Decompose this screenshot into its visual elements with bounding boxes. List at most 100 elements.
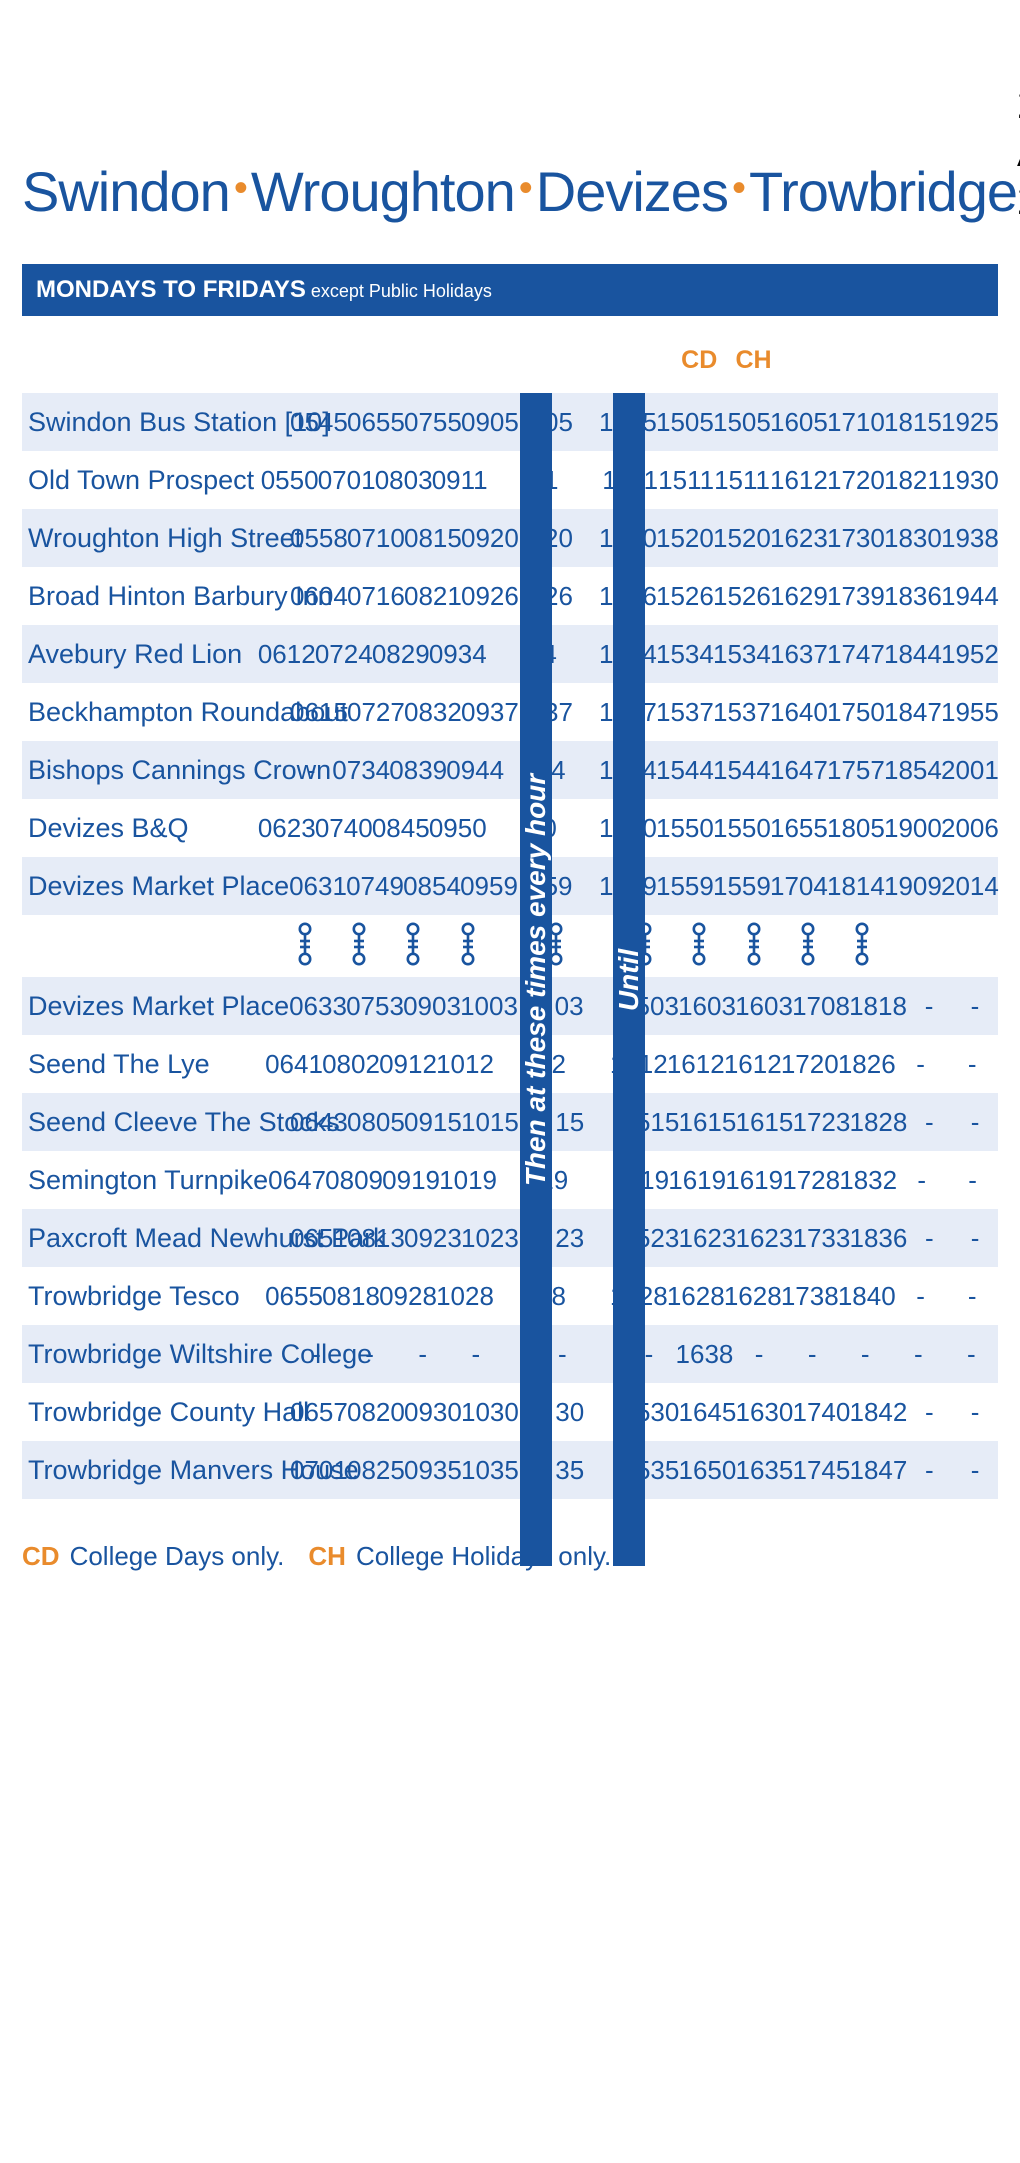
time-cell: 1704: [770, 871, 827, 902]
table-row: Old Town Prospect05500701080309111114111…: [22, 451, 998, 509]
time-cell: 0724: [315, 639, 372, 670]
interchange-icon: [403, 922, 423, 966]
time-cell: 0604: [290, 581, 347, 612]
interchange-icon-cell: [726, 922, 780, 971]
table-row: Semington Turnpike0647080909191019191519…: [22, 1151, 998, 1209]
time-cell: -: [907, 1223, 953, 1254]
route-title: Swindon•Wroughton•Devizes•Trowbridge: [22, 159, 1017, 224]
time-cell: 0820: [347, 1397, 404, 1428]
time-cell: 1854: [884, 755, 941, 786]
time-cell: 0755: [404, 407, 461, 438]
stop-label: Trowbridge Manvers House: [22, 1455, 290, 1486]
time-cell: 1814: [827, 871, 884, 902]
time-cell: 0647: [268, 1165, 325, 1196]
stop-label: Semington Turnpike: [22, 1165, 268, 1196]
time-cell: 1629: [770, 581, 827, 612]
time-cell: 0623: [258, 813, 315, 844]
time-cell: 0959: [460, 871, 517, 902]
time-cell: 1836: [884, 581, 941, 612]
time-cell: 1655: [770, 813, 827, 844]
time-cell: 0905: [461, 407, 518, 438]
table-row: Avebury Red Lion061207240829093434143415…: [22, 625, 998, 683]
time-cell: 1612: [770, 465, 827, 496]
time-cell: 0740: [315, 813, 372, 844]
table-row: Devizes Market Place06330753090310030315…: [22, 977, 998, 1035]
time-cell: 0903: [403, 991, 460, 1022]
time-cell: -: [946, 1281, 998, 1312]
time-cell: 0734: [332, 755, 389, 786]
time-cell: 1750: [827, 697, 884, 728]
time-cell: 0845: [372, 813, 429, 844]
time-cell: 0926: [461, 581, 518, 612]
time-cell: 1710: [827, 407, 884, 438]
time-cell: 1832: [839, 1165, 896, 1196]
table-row: Swindon Bus Station [10]0545065507550905…: [22, 393, 998, 451]
interchange-icon: [458, 922, 478, 966]
route-part: Swindon: [22, 160, 230, 223]
days-sub: except Public Holidays: [306, 281, 492, 301]
time-cell: 1544: [713, 755, 770, 786]
col-code: [332, 346, 386, 375]
time-cell: 0821: [404, 581, 461, 612]
stop-label: Seend The Lye: [22, 1049, 265, 1080]
time-cell: 1708: [792, 991, 849, 1022]
time-cell: 1815: [884, 407, 941, 438]
table-row: Devizes Market Place06310749085409595914…: [22, 857, 998, 915]
time-cell: 0818: [322, 1281, 379, 1312]
time-cell: -: [947, 1165, 998, 1196]
time-cell: 1738: [781, 1281, 838, 1312]
separator-dot: •: [728, 166, 749, 210]
time-cell: 0545: [290, 407, 347, 438]
time-cell: 0612: [258, 639, 315, 670]
time-cell: 0829: [372, 639, 429, 670]
stop-label: Swindon Bus Station [10]: [22, 407, 290, 438]
time-cell: 1830: [884, 523, 941, 554]
time-cell: 2006: [941, 813, 998, 844]
table-row: Bishops Cannings Crown-07340839094444144…: [22, 741, 998, 799]
col-code: CD: [672, 346, 726, 375]
time-cell: 0912: [379, 1049, 436, 1080]
col-code: [889, 346, 943, 375]
time-cell: 0815: [404, 523, 461, 554]
stop-label: Avebury Red Lion: [22, 639, 258, 670]
interchange-icon-cell: [332, 922, 386, 971]
time-cell: 1635: [736, 1455, 793, 1486]
stop-label: Devizes Market Place: [22, 871, 289, 902]
time-cell: -: [896, 1165, 947, 1196]
minutes-cell: 15: [547, 1107, 593, 1138]
time-cell: 1847: [850, 1455, 907, 1486]
time-cell: -: [396, 1339, 449, 1370]
time-cell: 1818: [849, 991, 906, 1022]
legend: CDCollege Days only.CHCollege Holidays o…: [22, 1541, 998, 1572]
time-cell: 0701: [290, 1455, 347, 1486]
time-cell: -: [449, 1339, 502, 1370]
legend-code: CH: [308, 1541, 346, 1571]
interchange-icon-cell: [277, 922, 331, 971]
time-cell: 1028: [436, 1281, 493, 1312]
time-cell: 1550: [656, 813, 713, 844]
days-main: MONDAYS TO FRIDAYS: [36, 276, 306, 303]
time-cell: 1747: [827, 639, 884, 670]
time-cell: 1647: [770, 755, 827, 786]
time-cell: 1035: [461, 1455, 518, 1486]
time-cell: 0944: [446, 755, 503, 786]
time-cell: -: [906, 991, 952, 1022]
separator-dot: •: [230, 166, 251, 210]
time-cell: -: [343, 1339, 396, 1370]
time-cell: 1511: [658, 465, 714, 496]
col-code: [944, 346, 998, 375]
time-cell: 1638: [676, 1339, 733, 1370]
table-row: Broad Hinton Barbury Inn0604071608210926…: [22, 567, 998, 625]
time-cell: 0558: [290, 523, 347, 554]
time-cell: 0809: [325, 1165, 382, 1196]
time-cell: 1505: [656, 407, 713, 438]
time-cell: 1900: [884, 813, 941, 844]
time-cell: 0934: [429, 639, 486, 670]
time-cell: 1623: [736, 1223, 793, 1254]
span-bar-until: Until: [613, 393, 645, 1566]
time-cell: -: [290, 755, 332, 786]
table-row: Seend The Lye064108020912101212151216121…: [22, 1035, 998, 1093]
time-cell: 1003: [460, 991, 517, 1022]
time-cell: 1520: [713, 523, 770, 554]
time-cell: 0854: [403, 871, 460, 902]
